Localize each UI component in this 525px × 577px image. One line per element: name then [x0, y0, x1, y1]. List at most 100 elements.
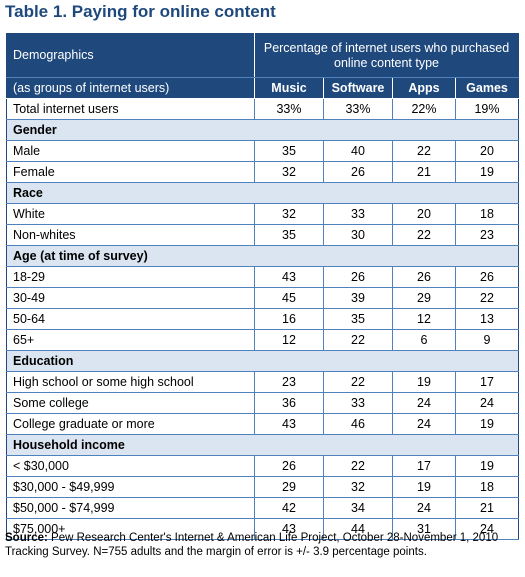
section-row: Age (at time of survey) — [6, 245, 519, 267]
cell-software: 46 — [323, 413, 393, 435]
cell-games: 19% — [454, 98, 519, 120]
section-row: Education — [6, 350, 519, 372]
cell-music: 43 — [254, 266, 324, 288]
cell-apps: 19 — [392, 371, 456, 393]
table-row: $30,000 - $49,999 29 32 19 18 — [6, 476, 519, 498]
cell-music: 29 — [254, 476, 324, 498]
cell-games: 21 — [454, 497, 519, 519]
cell-games: 20 — [454, 140, 519, 162]
section-row: Gender — [6, 119, 519, 141]
row-label: $50,000 - $74,999 — [6, 497, 255, 519]
cell-music: 43 — [254, 518, 324, 540]
row-label: $30,000 - $49,999 — [6, 476, 255, 498]
section-title: Race — [6, 182, 519, 204]
source-label: Source: — [5, 532, 48, 544]
cell-apps: 20 — [392, 203, 456, 225]
cell-apps: 31 — [392, 518, 456, 540]
cell-software: 33% — [323, 98, 393, 120]
cell-games: 9 — [454, 329, 519, 351]
cell-software: 26 — [323, 161, 393, 183]
table-row: Some college 36 33 24 24 — [6, 392, 519, 414]
table-row: $50,000 - $74,999 42 34 24 21 — [6, 497, 519, 519]
section-title: Household income — [6, 434, 519, 456]
row-label: High school or some high school — [6, 371, 255, 393]
data-table: Demographics Percentage of internet user… — [6, 33, 520, 540]
cell-apps: 17 — [392, 455, 456, 477]
row-label: Total internet users — [6, 98, 255, 120]
cell-music: 32 — [254, 203, 324, 225]
cell-music: 35 — [254, 224, 324, 246]
source-text: Pew Research Center's Internet & America… — [5, 532, 499, 558]
cell-games: 18 — [454, 203, 519, 225]
cell-software: 32 — [323, 476, 393, 498]
cell-software: 39 — [323, 287, 393, 309]
cell-games: 13 — [454, 308, 519, 330]
total-row: Total internet users 33% 33% 22% 19% — [6, 98, 519, 120]
cell-apps: 12 — [392, 308, 456, 330]
cell-apps: 21 — [392, 161, 456, 183]
cell-apps: 22% — [392, 98, 456, 120]
cell-software: 33 — [323, 203, 393, 225]
row-label: Female — [6, 161, 255, 183]
cell-apps: 19 — [392, 476, 456, 498]
cell-apps: 6 — [392, 329, 456, 351]
cell-music: 43 — [254, 413, 324, 435]
cell-apps: 24 — [392, 413, 456, 435]
cell-apps: 24 — [392, 497, 456, 519]
cell-software: 22 — [323, 329, 393, 351]
row-label: Male — [6, 140, 255, 162]
cell-software: 22 — [323, 371, 393, 393]
row-label: < $30,000 — [6, 455, 255, 477]
cell-apps: 22 — [392, 140, 456, 162]
cell-music: 12 — [254, 329, 324, 351]
cell-games: 24 — [454, 392, 519, 414]
table-title: Table 1. Paying for online content — [5, 2, 276, 21]
cell-games: 17 — [454, 371, 519, 393]
cell-apps: 22 — [392, 224, 456, 246]
section-row: Race — [6, 182, 519, 204]
table-row: 30-49 45 39 29 22 — [6, 287, 519, 309]
table-row: Female 32 26 21 19 — [6, 161, 519, 183]
section-title: Education — [6, 350, 519, 372]
column-header-apps: Apps — [392, 77, 456, 99]
table-row: Non-whites 35 30 22 23 — [6, 224, 519, 246]
cell-software: 34 — [323, 497, 393, 519]
cell-music: 16 — [254, 308, 324, 330]
subheader-row: (as groups of internet users) Music Soft… — [6, 77, 519, 99]
row-label: College graduate or more — [6, 413, 255, 435]
table-body: Total internet users 33% 33% 22% 19% Gen… — [6, 98, 519, 540]
cell-music: 26 — [254, 455, 324, 477]
cell-games: 24 — [454, 518, 519, 540]
table-row: High school or some high school 23 22 19 17 — [6, 371, 519, 393]
column-header-games: Games — [454, 77, 519, 99]
cell-music: 32 — [254, 161, 324, 183]
cell-software: 35 — [323, 308, 393, 330]
table-row: Male 35 40 22 20 — [6, 140, 519, 162]
table-row: 18-29 43 26 26 26 — [6, 266, 519, 288]
section-row: Household income — [6, 434, 519, 456]
cell-games: 22 — [454, 287, 519, 309]
section-title: Age (at time of survey) — [6, 245, 519, 267]
cell-music: 36 — [254, 392, 324, 414]
row-label: White — [6, 203, 255, 225]
column-header-software: Software — [323, 77, 393, 99]
table-row: $75,000+ 43 44 31 24 — [6, 518, 519, 540]
table-row: < $30,000 26 22 17 19 — [6, 455, 519, 477]
cell-music: 42 — [254, 497, 324, 519]
cell-games: 23 — [454, 224, 519, 246]
cell-software: 40 — [323, 140, 393, 162]
section-title: Gender — [6, 119, 519, 141]
row-label: Some college — [6, 392, 255, 414]
cell-music: 33% — [254, 98, 324, 120]
cell-games: 26 — [454, 266, 519, 288]
row-label: $75,000+ — [6, 518, 255, 540]
cell-games: 19 — [454, 161, 519, 183]
demographics-header: Demographics — [6, 33, 255, 78]
cell-apps: 26 — [392, 266, 456, 288]
table-row: White 32 33 20 18 — [6, 203, 519, 225]
cell-software: 33 — [323, 392, 393, 414]
cell-software: 30 — [323, 224, 393, 246]
cell-software: 22 — [323, 455, 393, 477]
cell-games: 19 — [454, 455, 519, 477]
